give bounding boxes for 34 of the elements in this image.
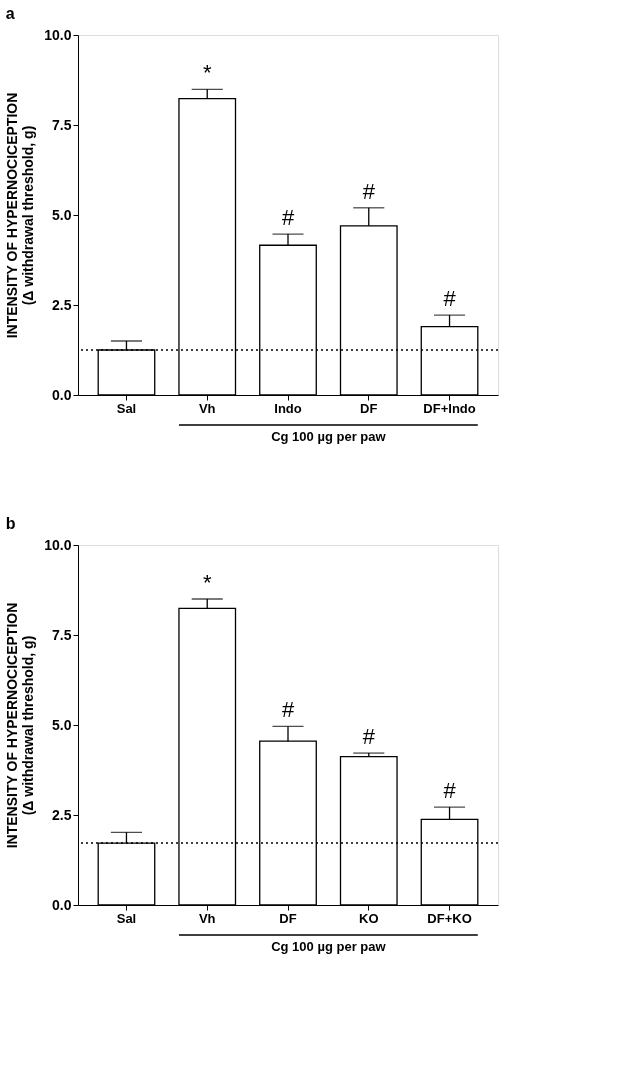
annotation: # bbox=[443, 286, 457, 312]
y-tick-label: 5.0 bbox=[52, 206, 72, 223]
annotation: # bbox=[362, 724, 376, 750]
annotation: * bbox=[202, 570, 212, 595]
x-tick-label: KO bbox=[359, 910, 379, 926]
y-axis-title: INTENSITY OF HYPERNOCICEPTION (Δ withdrawal threshold, g) bbox=[4, 92, 37, 339]
y-tick-label: 7.5 bbox=[52, 626, 72, 643]
y-tick-label: 2.5 bbox=[52, 296, 72, 313]
y-tick-label: 5.0 bbox=[52, 716, 72, 733]
x-tick-label: Sal bbox=[116, 910, 137, 926]
y-tick-label: 10.0 bbox=[44, 536, 72, 553]
annotation: * bbox=[202, 60, 212, 86]
text: Cg 100 µg per paw bbox=[271, 939, 387, 954]
x-tick-label: DF bbox=[279, 910, 297, 926]
x-tick-label: Sal bbox=[116, 400, 137, 416]
annotation: # bbox=[281, 697, 295, 723]
text: Cg 100 µg per paw bbox=[271, 429, 387, 444]
x-tick-label: DF bbox=[360, 400, 378, 416]
x-tick-label: DF+KO bbox=[427, 910, 472, 926]
annotation: # bbox=[443, 778, 457, 804]
y-tick-label: 0.0 bbox=[52, 386, 72, 403]
chart-title: a bbox=[5, 5, 15, 22]
x-tick-label: Indo bbox=[274, 400, 302, 416]
y-tick-label: 2.5 bbox=[52, 806, 72, 823]
y-tick-label: 0.0 bbox=[52, 896, 72, 913]
annotation: # bbox=[362, 178, 376, 204]
y-tick-label: 7.5 bbox=[52, 116, 72, 133]
y-axis-title: INTENSITY OF HYPERNOCICEPTION (Δ withdrawal threshold, g) bbox=[4, 602, 37, 849]
x-tick-label: DF+Indo bbox=[423, 400, 476, 416]
annotation: # bbox=[281, 205, 295, 231]
y-tick-label: 10.0 bbox=[44, 26, 72, 43]
chart-title: b bbox=[5, 515, 16, 532]
x-tick-label: Vh bbox=[198, 910, 216, 926]
x-tick-label: Vh bbox=[198, 400, 216, 416]
